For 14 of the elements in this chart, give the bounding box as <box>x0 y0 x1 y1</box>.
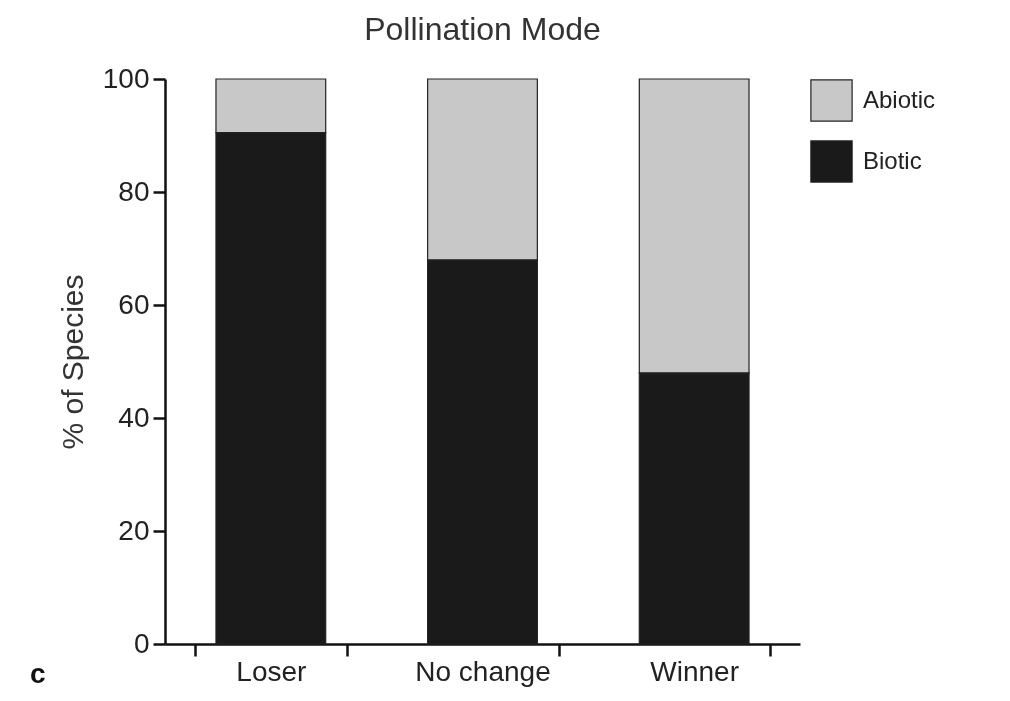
x-tick-label: Winner <box>650 655 740 687</box>
x-tick-label: Loser <box>236 655 307 687</box>
y-tick-label: 100 <box>102 62 150 94</box>
legend-label: Biotic <box>863 146 922 174</box>
y-tick-label: 20 <box>118 514 150 546</box>
x-tick-label: No change <box>415 655 551 687</box>
y-tick-label: 0 <box>133 627 150 659</box>
y-axis-title: % of Species <box>55 274 89 450</box>
legend-label: Abiotic <box>863 85 936 113</box>
y-tick-label: 80 <box>118 175 150 207</box>
y-tick-label: 60 <box>118 288 150 320</box>
chart-title: Pollination Mode <box>364 11 601 47</box>
y-tick-label: 40 <box>118 401 150 433</box>
text: c <box>30 658 46 689</box>
